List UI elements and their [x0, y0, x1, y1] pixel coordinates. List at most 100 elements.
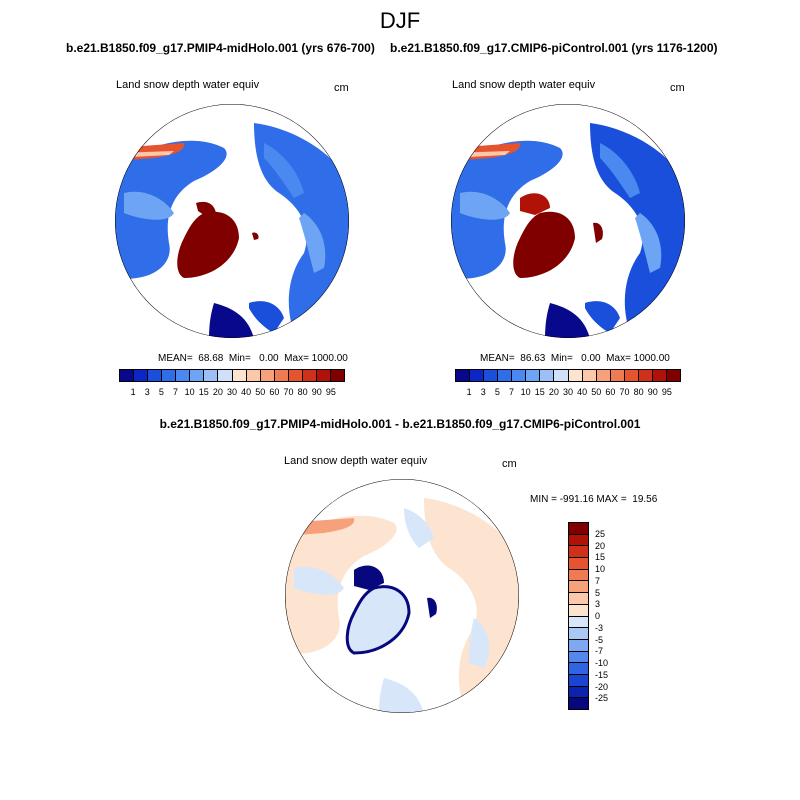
right-colorbar-swatch-2 [484, 370, 499, 381]
left-colorbar-tick-label: 7 [172, 387, 179, 397]
right-colorbar-swatch-14 [652, 370, 667, 381]
diff-colorbar-swatch-3 [569, 558, 588, 570]
right-variable-label: Land snow depth water equiv [452, 79, 596, 91]
diff-colorbar-swatch-7 [569, 604, 588, 617]
left-colorbar-tick-label: 60 [269, 387, 280, 397]
right-case-title: b.e21.B1850.f09_g17.CMIP6-piControl.001 … [390, 41, 718, 55]
right-colorbar-swatch-5 [526, 370, 541, 381]
diff-colorbar-tick-label: -3 [595, 622, 604, 633]
diff-colorbar-tick-label: -15 [595, 669, 609, 680]
right-stats: MEAN= 86.63 Min= 0.00 Max= 1000.00 [480, 353, 670, 364]
diff-case-title: b.e21.B1850.f09_g17.PMIP4-midHolo.001 - … [159, 417, 641, 431]
diff-colorbar-tick-label: 25 [595, 528, 606, 539]
left-colorbar-tick-label: 3 [144, 387, 150, 397]
left-colorbar-swatch-15 [330, 370, 344, 381]
left-colorbar-tick-label: 5 [158, 387, 164, 397]
diff-stats: MIN = -991.16 MAX = 19.56 [530, 494, 658, 505]
diff-variable-label: Land snow depth water equiv [284, 455, 428, 467]
diff-colorbar-tick-label: -20 [595, 681, 609, 692]
right-colorbar-swatch-6 [540, 370, 555, 381]
diff-colorbar-tick-label: -25 [595, 693, 609, 704]
diff-colorbar-tick-label: 20 [595, 540, 606, 551]
left-colorbar-tick-label: 70 [283, 387, 294, 397]
left-colorbar-tick-label: 50 [255, 387, 266, 397]
right-colorbar-tick-label: 95 [661, 387, 672, 397]
left-colorbar-tick-label: 80 [297, 387, 308, 397]
diff-polar-map [285, 479, 519, 713]
diff-colorbar-tick-label: 3 [595, 599, 601, 610]
right-colorbar-tick-label: 7 [508, 387, 515, 397]
right-colorbar-swatch-10 [596, 370, 611, 381]
right-colorbar-swatch-8 [568, 370, 583, 381]
left-colorbar-swatch-11 [274, 370, 289, 381]
diff-colorbar-tick-label: 5 [595, 587, 601, 598]
diff-colorbar-tick-label: -10 [595, 658, 609, 668]
right-colorbar-swatch-15 [666, 370, 680, 381]
diff-colorbar-swatch-13 [569, 674, 588, 687]
right-colorbar-tick-label: 70 [619, 387, 630, 397]
left-stats: MEAN= 68.68 Min= 0.00 Max= 1000.00 [158, 353, 348, 364]
left-colorbar-swatch-2 [148, 370, 163, 381]
left-units-label: cm [334, 82, 349, 94]
right-colorbar-ticks: 1 3 5 7 10 15 20 30 40 50 60 70 80 90 95 [455, 387, 681, 399]
diff-units-label: cm [502, 458, 517, 470]
diff-colorbar-swatch-5 [569, 581, 588, 594]
right-colorbar-swatch-3 [498, 370, 513, 381]
right-units-label: cm [670, 82, 685, 94]
diff-colorbar-tick-label: -5 [595, 634, 604, 645]
diff-colorbar-swatch-2 [569, 546, 588, 559]
diff-colorbar-tick-label: 15 [595, 552, 606, 563]
left-colorbar-tick-label: 15 [198, 387, 209, 397]
right-colorbar-tick-label: 80 [633, 387, 644, 397]
left-colorbar-swatch-14 [316, 370, 331, 381]
diff-colorbar-swatch-4 [569, 569, 588, 582]
left-colorbar-tick-label: 90 [311, 387, 322, 397]
diff-colorbar-swatch-6 [569, 593, 588, 605]
left-colorbar-ticks: 1 3 5 7 10 15 20 30 40 50 60 70 80 90 95 [119, 387, 345, 399]
left-colorbar-swatch-8 [232, 370, 247, 381]
right-colorbar-swatch-9 [582, 370, 597, 381]
right-colorbar-tick-label: 60 [605, 387, 616, 397]
left-colorbar-swatch-4 [176, 370, 191, 381]
right-colorbar-tick-label: 10 [520, 387, 531, 397]
diff-colorbar-tick-label: -7 [595, 646, 604, 657]
left-colorbar-swatch-6 [204, 370, 219, 381]
right-colorbar-tick-label: 30 [562, 387, 574, 397]
left-colorbar-tick-label: 95 [325, 387, 336, 397]
diff-colorbar-swatch-15 [569, 698, 588, 709]
diff-colorbar [568, 522, 589, 710]
diff-colorbar-swatch-14 [569, 686, 588, 699]
left-colorbar-swatch-3 [162, 370, 177, 381]
right-colorbar-tick-label: 1 [466, 387, 472, 397]
right-colorbar-swatch-12 [624, 370, 639, 381]
right-colorbar-tick-label: 90 [647, 387, 658, 397]
left-variable-label: Land snow depth water equiv [116, 79, 260, 91]
left-colorbar-tick-label: 30 [226, 387, 238, 397]
left-colorbar-tick-label: 40 [241, 387, 252, 397]
left-colorbar-swatch-7 [218, 370, 233, 381]
diff-colorbar-swatch-0 [569, 523, 588, 535]
right-colorbar [455, 369, 681, 382]
right-colorbar-swatch-4 [512, 370, 527, 381]
figure-title: DJF [379, 8, 421, 33]
left-colorbar-tick-label: 1 [130, 387, 136, 397]
right-colorbar-swatch-1 [470, 370, 485, 381]
diff-colorbar-swatch-11 [569, 651, 588, 664]
diff-colorbar-tick-label: 7 [595, 575, 601, 586]
left-polar-map [115, 104, 349, 338]
right-colorbar-tick-label: 15 [534, 387, 545, 397]
diff-colorbar-tick-label: 0 [595, 611, 601, 621]
right-colorbar-tick-label: 40 [577, 387, 588, 397]
right-colorbar-swatch-7 [554, 370, 569, 381]
diff-colorbar-swatch-8 [569, 616, 588, 629]
left-colorbar-swatch-5 [190, 370, 205, 381]
right-colorbar-tick-label: 20 [548, 387, 559, 397]
left-colorbar-swatch-13 [302, 370, 317, 381]
diff-colorbar-swatch-1 [569, 534, 588, 547]
left-colorbar-tick-label: 20 [212, 387, 223, 397]
right-polar-map [451, 104, 685, 338]
diff-colorbar-swatch-9 [569, 628, 588, 640]
left-case-title: b.e21.B1850.f09_g17.PMIP4-midHolo.001 (y… [66, 41, 375, 55]
right-colorbar-swatch-0 [456, 370, 471, 381]
diff-colorbar-swatch-12 [569, 663, 588, 675]
